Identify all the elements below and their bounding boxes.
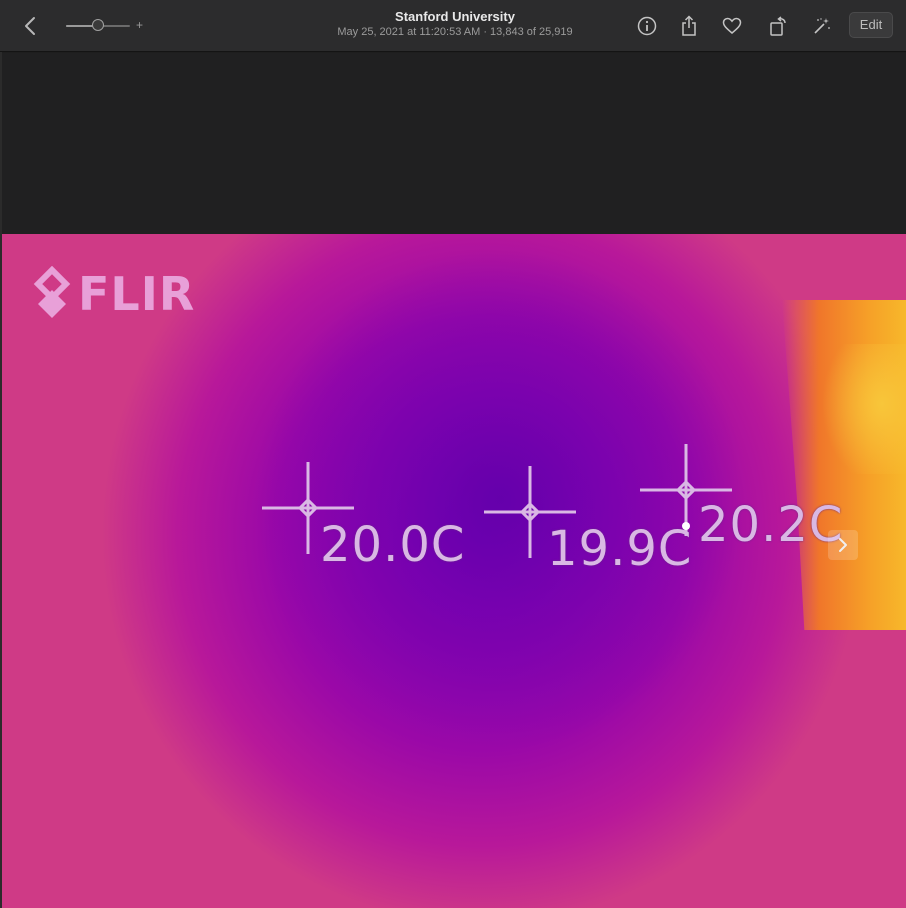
flir-diamond-icon [33,266,71,318]
heart-icon [722,17,742,34]
enhance-button[interactable] [809,13,835,39]
toolbar: + Stanford University May 25, 2021 at 11… [0,0,906,52]
info-icon [637,16,657,36]
title-block: Stanford University May 25, 2021 at 11:2… [300,8,610,40]
zoom-plus-label: + [136,18,144,32]
chevron-right-icon [839,538,847,552]
magic-wand-icon [814,18,830,34]
rotate-button[interactable] [765,13,791,39]
back-icon [25,17,35,35]
info-button[interactable] [634,13,660,39]
mouse-cursor [682,522,690,530]
back-button[interactable] [18,12,42,40]
zoom-fill [66,25,98,27]
flir-logo: FLIR [32,266,202,322]
zoom-knob[interactable] [92,19,104,31]
photo-title: Stanford University [395,9,515,24]
hot-core [822,344,906,474]
edit-button[interactable]: Edit [849,12,893,38]
temperature-reading-3: 20.2C [698,497,844,553]
next-photo-button[interactable] [828,530,858,560]
window-edge [0,52,2,908]
temperature-reading-2: 19.9C [547,521,693,577]
share-icon [682,15,696,36]
thermal-photo: FLIR 20.0C 19.9C 20.2C [2,234,906,908]
spot-crosshair-1 [262,462,354,554]
spot-crosshair-2 [484,466,576,558]
flir-logo-text: FLIR [78,267,196,321]
photo-subtitle: May 25, 2021 at 11:20:53 AM · 13,843 of … [337,26,573,38]
favorite-button[interactable] [719,13,745,39]
rotate-icon [770,16,786,36]
share-button[interactable] [676,13,702,39]
zoom-slider[interactable]: + [64,16,148,36]
spot-crosshair-3 [640,444,732,536]
letterbox-band [2,53,906,234]
temperature-reading-1: 20.0C [320,517,466,573]
